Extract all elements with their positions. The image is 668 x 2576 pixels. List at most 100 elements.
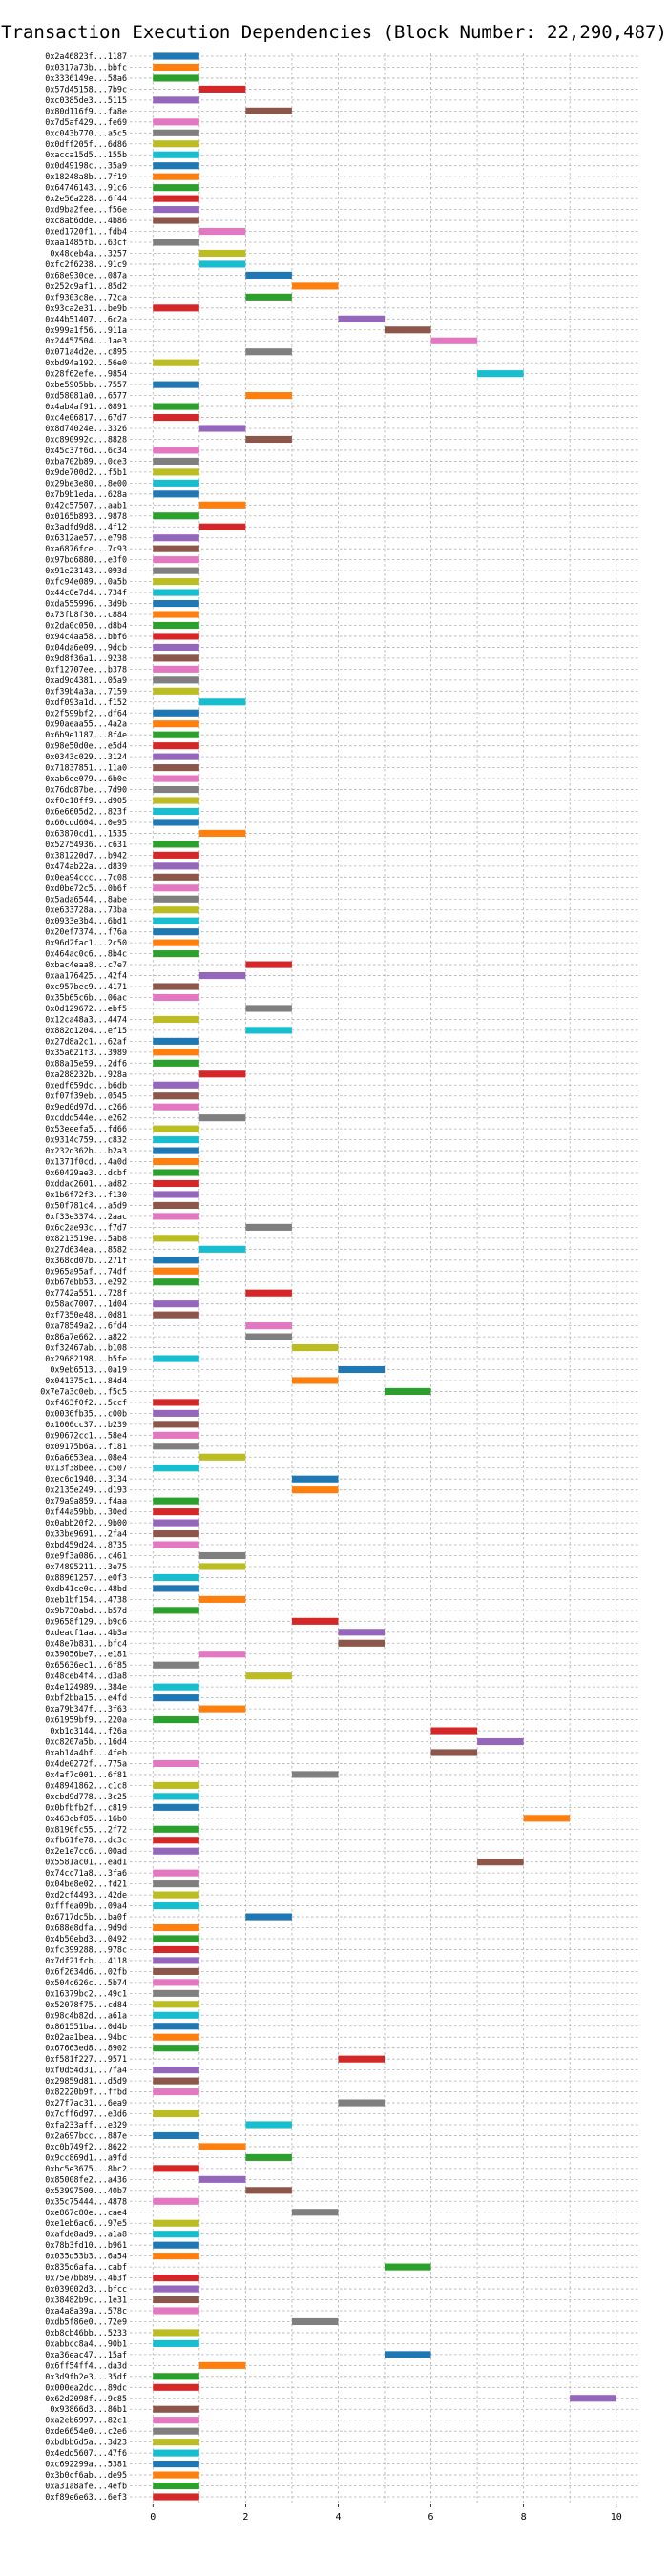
y-tick-label: 0x80d116f9...fa8e xyxy=(45,106,127,115)
bar xyxy=(153,1979,199,1986)
y-tick-label: 0x48941862...c1c8 xyxy=(45,1780,127,1790)
bar xyxy=(153,1759,199,1768)
bar xyxy=(153,578,199,586)
y-tick-label: 0x8213519e...5ab8 xyxy=(45,1234,127,1243)
x-tick-label: 2 xyxy=(242,2512,248,2523)
y-tick-label: 0xbd94a192...56e0 xyxy=(45,358,127,367)
y-tick-label: 0xe9f3a086...c461 xyxy=(45,1551,127,1561)
bar xyxy=(153,173,199,180)
y-tick-label: 0x0165b893...9878 xyxy=(45,511,127,521)
bar xyxy=(198,523,246,530)
y-tick-label: 0x3b0cf6ab...de95 xyxy=(45,2470,127,2480)
bar xyxy=(153,2339,199,2347)
bar xyxy=(153,1059,199,1067)
bar xyxy=(153,2482,199,2490)
y-tick-label: 0xfc2f6238...91c9 xyxy=(45,260,127,269)
bar xyxy=(245,1913,292,1921)
y-tick-label: 0x0d129672...ebf5 xyxy=(45,1004,127,1013)
y-tick-label: 0x3336149e...58a6 xyxy=(45,73,127,83)
bar xyxy=(245,435,292,444)
bar xyxy=(153,1694,199,1702)
y-tick-label: 0x71837851...11a0 xyxy=(45,763,127,773)
y-tick-label: 0x3d9fb2e3...35df xyxy=(45,2372,127,2381)
y-tick-label: 0x0036fb35...c00b xyxy=(45,1408,127,1418)
bar xyxy=(385,326,431,334)
bar xyxy=(153,2285,199,2293)
y-tick-label: 0x86a7e662...a822 xyxy=(45,1332,127,1341)
y-tick-label: 0x041375c1...84d4 xyxy=(45,1376,127,1385)
y-tick-label: 0x04be8e02...fd21 xyxy=(45,1880,127,1889)
y-tick-label: 0x1000cc37...b239 xyxy=(45,1420,127,1429)
bar xyxy=(153,1935,199,1942)
bar xyxy=(153,140,199,148)
y-tick-label: 0xedf659dc...b6db xyxy=(45,1080,127,1090)
bar xyxy=(338,1639,385,1647)
x-tick-label: 0 xyxy=(150,2512,156,2523)
y-tick-label: 0x91e23143...093d xyxy=(45,566,127,575)
y-tick-label: 0x93ca2e31...be9b xyxy=(45,303,127,313)
bar xyxy=(153,742,199,750)
y-tick-label: 0x000ea2dc...89dc xyxy=(45,2382,127,2392)
y-tick-label: 0x29682198...b5fe xyxy=(45,1354,127,1363)
y-tick-label: 0x999a1f56...911a xyxy=(45,325,127,335)
bar xyxy=(198,501,246,509)
bar xyxy=(153,775,199,782)
bar xyxy=(153,2197,199,2205)
bar xyxy=(153,1037,199,1045)
y-tick-label: 0x16379bc2...49c1 xyxy=(45,1988,127,1998)
y-tick-label: 0xfffea09b...09a4 xyxy=(45,1901,127,1911)
bar xyxy=(153,381,199,388)
y-tick-label: 0x02aa1bea...94bc xyxy=(45,2032,127,2042)
y-tick-label: 0x64746143...91c6 xyxy=(45,183,127,193)
y-tick-label: 0x4e124989...384e xyxy=(45,1682,127,1692)
y-tick-label: 0x29859d81...d5d9 xyxy=(45,2076,127,2086)
bar xyxy=(338,1365,385,1374)
y-tick-label: 0x5ada6544...8abe xyxy=(45,894,127,904)
y-tick-label: 0x48ceb4f4...d3a8 xyxy=(45,1672,127,1681)
bar xyxy=(198,698,246,706)
y-tick-label: 0xa79b347f...3f63 xyxy=(45,1704,127,1714)
y-tick-label: 0x53eeefa5...fd66 xyxy=(45,1124,127,1133)
bar xyxy=(245,961,292,968)
bar xyxy=(153,1147,199,1154)
y-tick-label: 0xabbcc8a4...90b1 xyxy=(45,2338,127,2348)
bar xyxy=(153,1716,199,1724)
bar xyxy=(153,118,199,126)
bar xyxy=(153,2088,199,2096)
y-tick-label: 0x6b9e1187...8f4e xyxy=(45,730,127,739)
y-tick-label: 0x13f38bee...c507 xyxy=(45,1464,127,1473)
y-tick-label: 0x039002d3...bfcc xyxy=(45,2284,127,2294)
bar xyxy=(153,1355,199,1362)
bar xyxy=(153,1683,199,1691)
y-tick-label: 0x9658f129...b9c6 xyxy=(45,1616,127,1626)
bar xyxy=(198,1551,246,1560)
bar xyxy=(153,1519,199,1527)
bar xyxy=(153,184,199,192)
bar xyxy=(245,1223,292,1231)
y-tick-label: 0xc8207a5b...16d4 xyxy=(45,1737,127,1747)
bar xyxy=(153,1945,199,1954)
bar xyxy=(430,1749,478,1756)
bar xyxy=(153,2011,199,2019)
y-tick-label: 0x18248a8b...7f19 xyxy=(45,172,127,181)
bar xyxy=(153,1191,199,1198)
y-tick-label: 0x0ea94ccc...7c08 xyxy=(45,872,127,882)
bar xyxy=(153,1837,199,1844)
y-tick-label: 0xaa1485fb...63cf xyxy=(45,238,127,247)
y-tick-label: 0x53997500...40b7 xyxy=(45,2186,127,2195)
bar xyxy=(245,293,292,301)
bar xyxy=(198,2143,246,2150)
bar xyxy=(338,1629,385,1636)
bar xyxy=(338,2055,385,2063)
bar xyxy=(245,107,292,114)
bar xyxy=(153,52,199,60)
x-tick-label: 8 xyxy=(521,2512,527,2523)
bar xyxy=(153,2449,199,2457)
bar xyxy=(477,370,524,378)
bar xyxy=(153,862,199,870)
bar xyxy=(153,556,199,564)
bar xyxy=(153,841,199,848)
y-tick-label: 0x4ab4af91...0891 xyxy=(45,402,127,411)
bar xyxy=(153,2439,199,2446)
y-tick-label: 0x94c4aa58...bbf6 xyxy=(45,632,127,641)
